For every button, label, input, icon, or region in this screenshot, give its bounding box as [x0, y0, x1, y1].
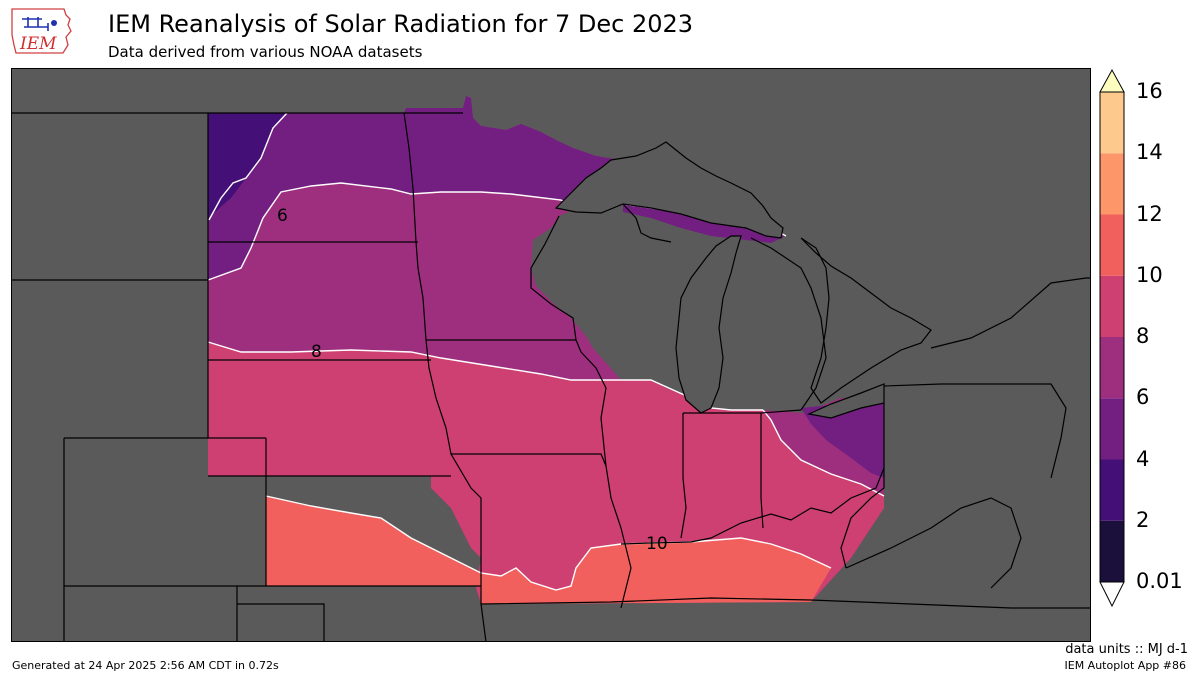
border-mn-nd: [403, 112, 427, 341]
colorbar-tick-label: 8: [1136, 324, 1150, 348]
band-10-12: [266, 496, 831, 604]
contour-labels: 6 8 10: [277, 206, 668, 554]
contour-label-10: 10: [646, 534, 668, 554]
colorbar-segment: [1100, 337, 1124, 399]
border-tx-panhandle: [237, 603, 325, 642]
solar-radiation-map: 6 8 10: [11, 68, 1091, 642]
units-label: data units :: MJ d-1: [1065, 642, 1188, 657]
border-mi-wi-up: [622, 203, 672, 243]
colorbar-segment: [1100, 520, 1124, 582]
iem-logo: IEM: [11, 8, 72, 54]
colorbar-tick-label: 2: [1136, 507, 1150, 532]
contour-10: [265, 495, 832, 591]
border-mississippi: [580, 351, 632, 609]
border-il-in: [680, 413, 687, 539]
border-mo-river: [425, 339, 482, 604]
colorbar-frame: [1099, 91, 1125, 583]
page-title: IEM Reanalysis of Solar Radiation for 7 …: [108, 10, 694, 38]
band-4-6-ohio: [801, 400, 884, 478]
border-ar-mo: [480, 603, 487, 642]
colorbar-segment: [1100, 459, 1124, 521]
border-ky-tn: [480, 597, 1091, 609]
colorbar-segment: [1100, 398, 1124, 460]
border-mi-oh: [683, 409, 802, 414]
lake-erie: [807, 383, 885, 419]
contour-label-6: 6: [277, 206, 288, 226]
page-subtitle: Data derived from various NOAA datasets: [108, 43, 423, 61]
contour-label-8: 8: [311, 342, 322, 362]
band-8-10: [208, 342, 884, 604]
map-frame: [11, 68, 1091, 642]
lake-huron: [800, 237, 932, 404]
colorbar-over-triangle: [1099, 68, 1125, 93]
colorbar-segment: [1100, 275, 1124, 337]
radiation-fill: [208, 96, 884, 604]
colorbar-tick-label: 4: [1136, 446, 1150, 471]
contour-4: [208, 112, 288, 221]
colorbar-segment: [1100, 92, 1124, 154]
border-va-nc: [845, 497, 1022, 589]
logo-text: IEM: [19, 34, 57, 54]
colorbar-under-triangle: [1099, 581, 1125, 608]
colorbar-tick-label: 10: [1136, 262, 1163, 287]
border-michigan-lp: [750, 237, 827, 411]
border-in-oh: [760, 413, 764, 529]
app-label: IEM Autoplot App #86: [1064, 659, 1187, 672]
border-ia-mo: [451, 453, 607, 467]
colorbar-segment: [1100, 153, 1124, 215]
colorbar-tick-label: 12: [1136, 201, 1163, 226]
band-4-6-michigan: [623, 204, 786, 243]
contour-6c: [762, 409, 885, 497]
colorbar-segment: [1100, 214, 1124, 276]
state-boundaries: [11, 112, 1091, 642]
colorbar-tick-label: 16: [1136, 79, 1163, 103]
border-ny: [930, 277, 1091, 349]
border-pa: [883, 383, 1067, 479]
colorbar-tick-label: 0.01: [1136, 569, 1183, 593]
generated-note: Generated at 24 Apr 2025 2:56 AM CDT in …: [12, 659, 279, 672]
colorbar: [1099, 68, 1125, 608]
lake-michigan: [675, 235, 742, 414]
border-wv-east: [840, 403, 885, 569]
contour-6: [207, 182, 578, 281]
border-ohio-river: [620, 467, 885, 545]
colorbar-tick-label: 6: [1136, 385, 1150, 410]
border-mn-wi: [530, 215, 577, 341]
band-4-6-north: [208, 96, 641, 280]
colorbar-tick-label: 14: [1136, 140, 1163, 165]
lake-superior: [554, 141, 784, 239]
band-2-4: [208, 113, 286, 218]
